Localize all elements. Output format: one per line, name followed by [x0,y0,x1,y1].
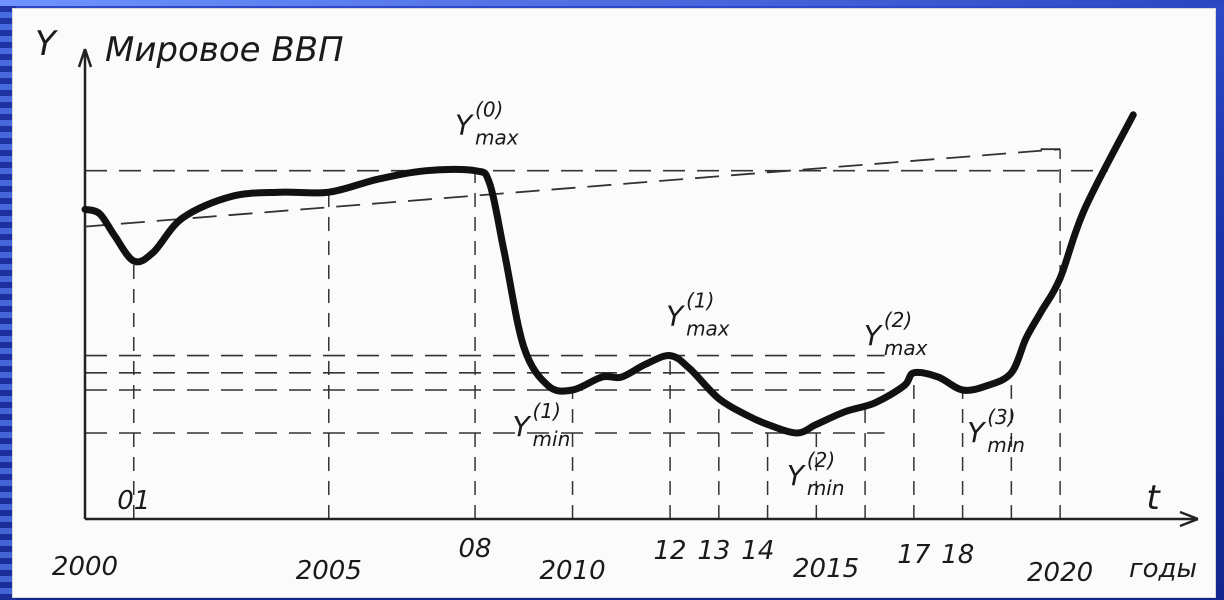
x-tick-label: 08 [458,534,491,564]
point-annotation: Y (1) max [666,289,730,341]
annotation-base: Y [864,319,883,352]
guide-lines [85,149,1108,519]
y-axis-symbol: Y [35,24,58,64]
point-annotation: Y (0) max [455,98,519,150]
x-tick-label: 14 [741,536,774,566]
annotation-sub: min [533,427,571,451]
annotation-sub: max [884,336,928,360]
x-axis-arrow [1179,510,1199,528]
series-lines [81,111,1137,437]
annotation-sub: max [686,317,730,341]
x-tick-label: 2005 [296,556,362,586]
annotation-base: Y [666,300,685,333]
annotation-base: Y [455,109,474,142]
point-annotation: Y (3) min [967,405,1025,457]
annotation-sup: (3) [987,405,1015,429]
gdp-series-line [81,111,1137,437]
annotation-sup: (0) [475,98,503,122]
annotation-base: Y [787,459,806,492]
annotation-sup: (2) [884,308,912,332]
axes [77,48,1199,528]
axis-labels: Y Мировое ВВП t годы 2000 01 2005 08 2010 12 13 14 2… [35,24,1197,588]
annotation-sub: min [987,433,1025,457]
x-tick-label: 17 [897,540,931,570]
point-annotation: Y (2) max [864,308,928,360]
x-tick-label: 2020 [1027,558,1093,588]
trend-line [84,148,1061,228]
x-tick-label: 2015 [793,554,859,584]
x-tick-label: 13 [697,536,730,566]
x-tick-label: 12 [654,536,687,566]
x-tick-label: 2000 [52,552,118,582]
t-axis-symbol: t [1146,478,1161,518]
chart-paper: Y (0) max Y (1) min Y (1) max Y (2) min Y (2) max Y (3) m… [12,8,1216,598]
x-tick-label: 18 [941,540,974,570]
annotation-sub: max [475,126,519,150]
point-annotation: Y (2) min [787,448,845,500]
x-tick-label: 2010 [539,556,605,586]
x-unit-label: годы [1129,554,1197,584]
y-axis-arrow [77,48,93,68]
annotation-base: Y [967,416,986,449]
point-annotation: Y (1) min [513,399,571,451]
annotation-sub: min [807,476,845,500]
annotation-sup: (1) [533,399,561,423]
trend-dashed-line [84,148,1061,228]
annotation-base: Y [513,410,532,443]
annotation-sup: (1) [686,289,714,313]
annotation-sup: (2) [807,448,835,472]
y-axis-title: Мировое ВВП [105,30,344,70]
x-tick-label: 01 [117,486,150,516]
